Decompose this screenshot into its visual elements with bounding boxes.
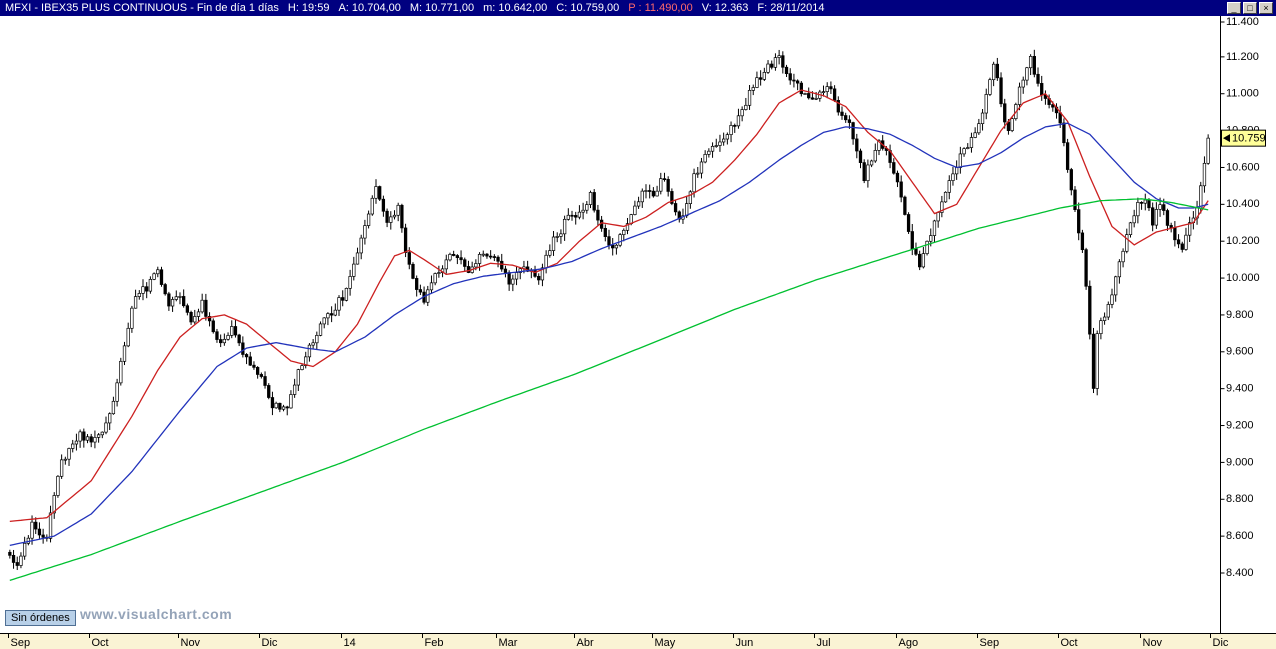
titlebar-field-previous: P : 11.490,00 (628, 2, 693, 14)
price-tick-label: 9.400 (1226, 383, 1254, 395)
titlebar-field-close: C: 10.759,00 (556, 2, 620, 14)
price-tick-label: 11.000 (1226, 88, 1259, 100)
price-tick-label: 9.000 (1226, 456, 1254, 468)
month-tick-label: Ago (899, 637, 919, 649)
orders-status-label[interactable]: Sin órdenes (5, 610, 76, 626)
month-tick-label: Jun (736, 637, 754, 649)
series-ma-slow (9, 198, 1209, 582)
last-price-marker: 10.759 (1221, 129, 1266, 147)
month-tick-label: Mar (499, 637, 518, 649)
month-tick-label: Feb (425, 637, 444, 649)
titlebar-field-hour: H: 19:59 (287, 2, 330, 14)
series-ma-fast (9, 89, 1209, 523)
price-tick-label: 11.200 (1226, 51, 1259, 63)
month-tick-label: Abr (577, 637, 594, 649)
month-tick-label: Sep (11, 637, 31, 649)
chart-canvas[interactable]: Sep Oct Nov Dic 14 Feb Mar Abr May Jun Jul Ago Sep Oc… (0, 16, 1276, 649)
last-price-arrow-icon (1223, 134, 1230, 143)
price-tick-label: 8.800 (1226, 493, 1254, 505)
month-tick-label: Nov (181, 637, 201, 649)
titlebar-field-open: A: 10.704,00 (338, 2, 401, 14)
time-axis[interactable]: Sep Oct Nov Dic 14 Feb Mar Abr May Jun Jul Ago Sep Oc… (0, 633, 1276, 649)
titlebar-field-date: F: 28/11/2014 (757, 2, 825, 14)
series-ma-medium (9, 122, 1209, 547)
month-tick-label: Oct (92, 637, 109, 649)
titlebar-symbol-title: MFXI - IBEX35 PLUS CONTINUOUS - Fin de d… (5, 2, 279, 14)
window-controls: _ □ × (1227, 2, 1273, 14)
price-tick-label: 8.400 (1226, 567, 1254, 579)
price-tick-label: 9.600 (1226, 346, 1254, 358)
month-tick-label: Jul (817, 637, 831, 649)
close-button[interactable]: × (1259, 2, 1273, 14)
titlebar-field-volume: V: 12.363 (701, 2, 749, 14)
price-axis[interactable]: 8.400 8.600 8.800 9.000 9.200 9.400 9.600 9.800… (1220, 16, 1260, 633)
titlebar-field-low: m: 10.642,00 (483, 2, 548, 14)
month-tick-label: Oct (1061, 637, 1078, 649)
month-tick-label: Sep (980, 637, 1000, 649)
price-tick-label: 10.600 (1226, 161, 1260, 173)
minimize-button[interactable]: _ (1227, 2, 1241, 14)
price-tick-label: 9.200 (1226, 419, 1254, 431)
month-tick-label: 14 (344, 637, 356, 649)
price-tick-label: 9.800 (1226, 309, 1254, 321)
price-tick-label: 10.200 (1226, 235, 1260, 247)
month-tick-label: Nov (1143, 637, 1163, 649)
titlebar-field-high: M: 10.771,00 (409, 2, 475, 14)
month-tick-label: Dic (262, 637, 278, 649)
last-price-label: 10.759 (1232, 133, 1266, 145)
visualchart-watermark: www.visualchart.com (80, 606, 233, 622)
month-tick-label: Dic (1213, 637, 1229, 649)
titlebar: MFXI - IBEX35 PLUS CONTINUOUS - Fin de d… (0, 0, 1276, 16)
month-tick-label: May (655, 637, 676, 649)
price-tick-label: 10.400 (1226, 198, 1260, 210)
price-tick-label: 10.000 (1226, 272, 1260, 284)
maximize-button[interactable]: □ (1243, 2, 1257, 14)
candlestick-series (8, 49, 1210, 571)
price-tick-label: 11.400 (1226, 16, 1259, 28)
price-tick-label: 8.600 (1226, 530, 1254, 542)
